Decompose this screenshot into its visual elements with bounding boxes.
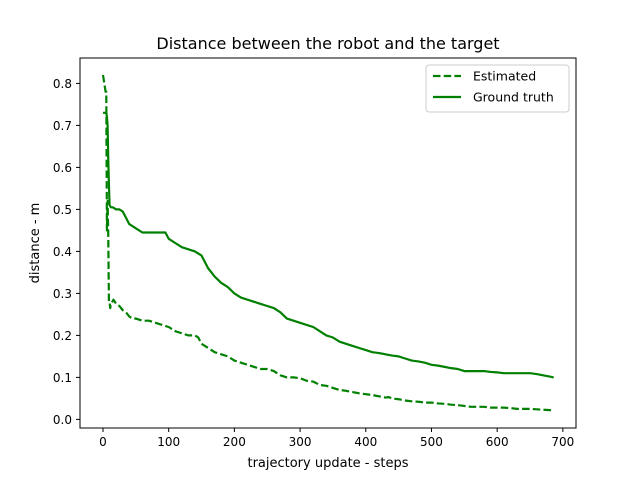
y-tick-label: 0.2 [53,329,72,343]
y-axis-ticks: 0.0 0.1 0.2 0.3 0.4 0.5 0.6 0.7 0.8 [53,77,80,427]
legend: Estimated Ground truth [425,64,570,113]
x-tick-label: 700 [551,435,574,449]
legend-label-ground-truth: Ground truth [473,90,554,105]
legend-label-estimated: Estimated [473,69,536,84]
x-tick-label: 100 [157,435,180,449]
x-tick-label: 500 [420,435,443,449]
legend-box [425,64,570,113]
y-tick-label: 0.1 [53,371,72,385]
y-tick-label: 0.0 [53,413,72,427]
chart-title: Distance between the robot and the targe… [156,34,499,53]
x-tick-label: 400 [354,435,377,449]
y-axis-label: distance - m [28,203,43,284]
y-tick-label: 0.4 [53,245,72,259]
series-line-ground-truth [102,111,554,379]
plot-lines [101,74,554,412]
x-tick-label: 0 [99,435,107,449]
axes-frame [79,57,577,429]
x-axis-ticks: 0 100 200 300 400 500 600 700 [99,428,574,449]
x-tick-label: 200 [223,435,246,449]
x-axis-label: trajectory update - steps [247,456,408,471]
y-tick-label: 0.3 [53,287,72,301]
y-tick-label: 0.7 [53,119,72,133]
y-tick-label: 0.5 [53,203,72,217]
x-tick-label: 600 [486,435,509,449]
y-tick-label: 0.8 [53,77,72,91]
series-line-estimated [101,74,554,412]
x-tick-label: 300 [289,435,312,449]
y-tick-label: 0.6 [53,161,72,175]
